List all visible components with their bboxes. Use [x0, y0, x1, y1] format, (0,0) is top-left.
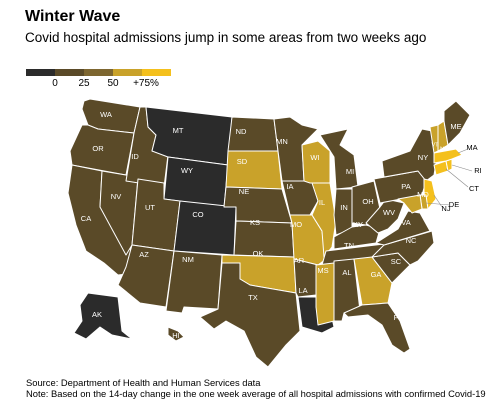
label-ks: KS — [250, 218, 260, 227]
label-de: DE — [449, 200, 459, 209]
label-sc: SC — [391, 257, 402, 266]
legend-swatch-1 — [26, 69, 55, 76]
label-nj: NJ — [441, 204, 450, 213]
legend-tick-0: 0 — [52, 78, 58, 89]
label-ca: CA — [81, 214, 91, 223]
label-in: IN — [340, 203, 348, 212]
label-va: VA — [401, 218, 410, 227]
label-al: AL — [342, 268, 351, 277]
legend-tick-75: +75% — [133, 78, 159, 89]
label-nh: NH — [440, 146, 448, 152]
label-ma: MA — [466, 143, 477, 152]
label-az: AZ — [139, 250, 149, 259]
label-co: CO — [192, 210, 203, 219]
label-il: IL — [319, 198, 325, 207]
label-wi: WI — [310, 153, 319, 162]
label-ny: NY — [418, 153, 428, 162]
label-ok: OK — [253, 249, 264, 258]
callout-nj — [433, 194, 443, 208]
label-nm: NM — [182, 255, 194, 264]
label-nv: NV — [111, 192, 121, 201]
source-note: Source: Department of Health and Human S… — [26, 377, 261, 388]
callout-de — [425, 202, 451, 206]
label-mi: MI — [346, 167, 354, 176]
label-ky: KY — [353, 220, 363, 229]
legend-swatch-5 — [142, 69, 171, 76]
label-mt: MT — [173, 126, 184, 135]
label-sd: SD — [237, 157, 248, 166]
label-tn: TN — [344, 241, 354, 250]
state-wy — [163, 156, 229, 208]
state-ms — [315, 262, 335, 326]
callout-ct — [445, 168, 469, 188]
label-me: ME — [450, 122, 461, 131]
legend-ticks: 0 25 50 +75% — [26, 78, 171, 92]
chart-subtitle: Covid hospital admissions jump in some a… — [25, 30, 427, 45]
state-hi — [167, 326, 185, 342]
legend-color-bar — [26, 69, 171, 76]
label-pa: PA — [401, 182, 410, 191]
state-fl — [343, 302, 411, 354]
state-co — [173, 200, 237, 256]
label-ri: RI — [474, 166, 482, 175]
state-nc — [371, 230, 435, 266]
label-wy: WY — [181, 166, 193, 175]
label-nd: ND — [236, 127, 247, 136]
callout-ma — [457, 148, 469, 154]
label-wv: WV — [383, 208, 395, 217]
state-tx — [199, 262, 301, 368]
label-ne: NE — [239, 187, 249, 196]
label-ak: AK — [92, 310, 102, 319]
legend-swatch-3 — [84, 69, 113, 76]
state-nm — [165, 250, 223, 314]
state-ga — [353, 256, 393, 306]
legend-swatch-4 — [113, 69, 142, 76]
legend-tick-50: 50 — [107, 78, 119, 89]
label-ar: AR — [294, 256, 305, 265]
footer: Source: Department of Health and Human S… — [26, 377, 486, 399]
state-ar — [293, 258, 319, 298]
label-nc: NC — [406, 236, 417, 245]
us-state-map: WA OR CA NV ID MT WY UT AZ CO NM ND SD N… — [67, 98, 482, 368]
label-ut: UT — [145, 203, 155, 212]
label-hi: HI — [172, 331, 180, 340]
label-wa: WA — [100, 110, 112, 119]
label-ct: CT — [469, 184, 479, 193]
label-ia: IA — [286, 182, 293, 191]
methodology-note: Note: Based on the 14-day change in the … — [26, 387, 486, 399]
state-mi — [319, 128, 359, 190]
label-la: LA — [298, 286, 307, 295]
state-sd — [225, 150, 283, 190]
state-ks — [233, 220, 295, 258]
label-oh: OH — [362, 197, 373, 206]
chart-title: Winter Wave — [25, 8, 121, 25]
legend: 0 25 50 +75% — [26, 69, 171, 92]
callout-ri — [451, 164, 473, 172]
state-ak — [73, 292, 133, 340]
label-mn: MN — [276, 137, 288, 146]
states-layer — [67, 98, 471, 368]
label-ga: GA — [371, 270, 382, 279]
state-labels: WA OR CA NV ID MT WY UT AZ CO NM ND SD N… — [81, 110, 482, 340]
label-md: MD — [417, 190, 429, 199]
state-me — [443, 100, 471, 146]
label-ms: MS — [317, 266, 328, 275]
label-tx: TX — [248, 293, 258, 302]
legend-swatch-2 — [55, 69, 84, 76]
label-fl: FL — [394, 313, 403, 322]
callout-lines — [425, 148, 473, 208]
state-va — [375, 210, 431, 246]
label-mo: MO — [290, 220, 302, 229]
state-wi — [301, 140, 331, 184]
state-wv — [365, 198, 405, 234]
state-ma — [433, 148, 463, 164]
label-id: ID — [131, 152, 139, 161]
label-or: OR — [92, 144, 104, 153]
label-vt: VT — [431, 142, 439, 148]
state-md — [397, 194, 423, 214]
legend-tick-25: 25 — [78, 78, 90, 89]
